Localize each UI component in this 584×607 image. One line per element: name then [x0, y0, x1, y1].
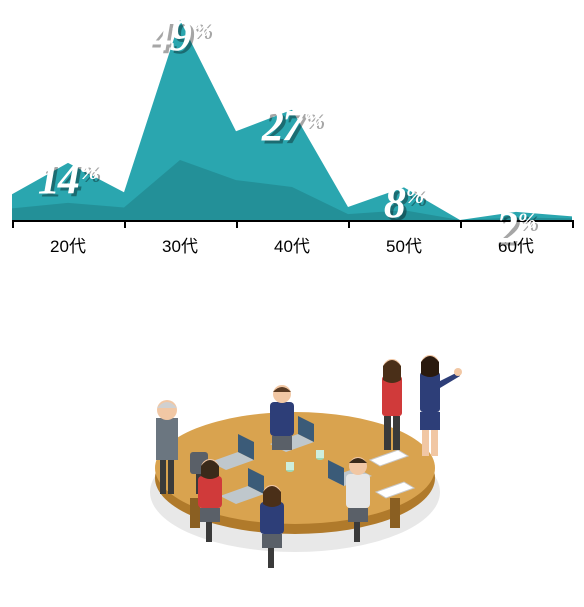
category-label: 30代 — [124, 232, 236, 257]
person-icon — [420, 355, 462, 456]
value-number: 2 — [496, 203, 516, 252]
x-axis — [12, 220, 572, 222]
value-suffix: % — [304, 106, 322, 131]
value-label: 49% — [150, 14, 210, 58]
person-icon — [260, 485, 284, 568]
x-tick — [236, 220, 238, 228]
age-distribution-chart: 20代30代40代50代60代 14%49%27%8%2% — [12, 0, 572, 260]
x-tick — [348, 220, 350, 228]
value-label: 8% — [384, 181, 424, 225]
value-suffix: % — [80, 159, 98, 184]
value-number: 14 — [38, 154, 78, 203]
value-number: 8 — [384, 178, 404, 227]
meeting-illustration — [120, 310, 470, 590]
category-label: 50代 — [348, 232, 460, 257]
x-tick — [572, 220, 574, 228]
category-label: 20代 — [12, 232, 124, 257]
x-tick — [460, 220, 462, 228]
x-tick — [12, 220, 14, 228]
value-suffix: % — [406, 183, 424, 208]
value-suffix: % — [192, 16, 210, 41]
person-icon — [270, 385, 294, 450]
value-label: 14% — [38, 157, 98, 201]
value-number: 49 — [150, 11, 190, 60]
value-suffix: % — [518, 208, 536, 233]
value-number: 27 — [262, 101, 302, 150]
value-label: 2% — [496, 206, 536, 250]
x-tick — [124, 220, 126, 228]
value-label: 27% — [262, 104, 322, 148]
category-label: 40代 — [236, 232, 348, 257]
